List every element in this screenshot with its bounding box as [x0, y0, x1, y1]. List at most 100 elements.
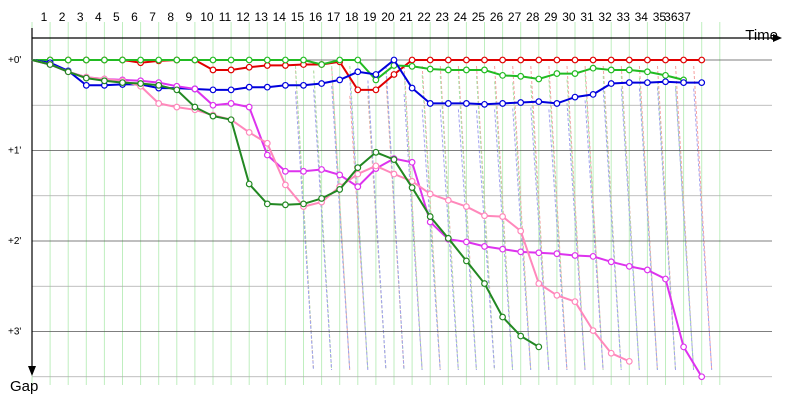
data-point [571, 70, 579, 77]
pit-line [421, 109, 441, 371]
data-point [625, 56, 633, 64]
pit-line [349, 77, 369, 371]
data-point [282, 62, 289, 69]
series-group [31, 56, 706, 381]
data-point [662, 78, 669, 86]
data-point [372, 162, 380, 170]
horizontal-gridlines [32, 59, 772, 378]
x-tick-label: 34 [635, 10, 649, 24]
x-tick-label: 11 [219, 10, 232, 24]
data-point [644, 266, 651, 274]
data-point [191, 85, 199, 93]
x-tick-label: 25 [472, 10, 486, 24]
x-tick-label: 20 [381, 10, 395, 24]
pit-line [295, 65, 314, 371]
data-point [191, 56, 199, 64]
data-point [155, 56, 163, 64]
pit-line [548, 65, 568, 371]
data-point [408, 62, 416, 70]
data-point [517, 332, 525, 340]
y-tick-label: +1' [8, 146, 21, 157]
data-point [607, 56, 615, 64]
data-point [245, 56, 253, 64]
data-point [426, 100, 434, 107]
data-point [245, 103, 253, 111]
data-point [481, 212, 488, 220]
data-point [300, 167, 307, 175]
pit-line [548, 109, 568, 371]
data-point [100, 77, 108, 85]
data-point [517, 72, 525, 80]
data-point [372, 71, 380, 78]
series-line [32, 59, 702, 91]
data-point [354, 56, 362, 64]
data-point [263, 200, 271, 208]
pit-line [566, 103, 586, 371]
data-point [336, 186, 344, 193]
x-tick-label: 1 [41, 10, 48, 24]
data-point [662, 56, 669, 64]
data-point [263, 139, 271, 147]
data-point [444, 100, 452, 107]
data-point [644, 79, 651, 87]
data-point [372, 76, 380, 84]
data-point [408, 56, 416, 64]
data-point [390, 156, 398, 163]
data-point [173, 86, 181, 94]
data-point [245, 83, 253, 91]
data-point [499, 213, 507, 220]
data-point [263, 62, 271, 69]
pit-line [657, 87, 676, 371]
data-point [444, 56, 452, 64]
x-tick-label: 13 [255, 10, 269, 24]
x-tick-label: 21 [399, 10, 413, 24]
x-tick-label: 35 [653, 10, 667, 24]
data-point [463, 257, 470, 265]
data-point [589, 252, 597, 260]
data-point [499, 56, 507, 64]
data-point [245, 180, 253, 188]
data-point [535, 98, 543, 106]
data-point [589, 327, 597, 334]
data-point [589, 56, 597, 64]
data-point [535, 280, 543, 287]
x-tick-label: 16 [309, 10, 323, 24]
pit-line [620, 88, 640, 371]
data-point [517, 99, 525, 106]
x-tick-label: 22 [417, 10, 431, 24]
data-point [372, 148, 380, 156]
data-point [644, 56, 651, 64]
x-tick-label: 32 [598, 10, 612, 24]
data-point [209, 86, 217, 94]
data-point [354, 68, 362, 76]
series-1 [32, 56, 687, 84]
y-tick-label: +0' [8, 55, 21, 66]
data-point [444, 234, 452, 242]
pit-line [331, 85, 351, 371]
data-point [553, 250, 561, 258]
data-point [571, 56, 579, 64]
pit-line [349, 95, 369, 371]
data-point [463, 203, 470, 211]
data-point [227, 86, 235, 94]
data-point [517, 248, 525, 256]
data-point [82, 56, 90, 64]
data-point [227, 116, 235, 124]
data-point [499, 100, 507, 107]
x-tick-label: 3637 [664, 10, 691, 24]
data-point [173, 56, 181, 64]
axes [28, 28, 782, 376]
data-point [625, 262, 633, 270]
data-point [463, 66, 470, 74]
data-point [209, 66, 217, 74]
data-point [698, 56, 706, 64]
x-tick-label: 9 [185, 10, 192, 24]
x-tick-label: 14 [273, 10, 287, 24]
data-point [571, 252, 579, 259]
data-point [82, 74, 90, 82]
data-point [408, 158, 416, 166]
data-point [155, 81, 163, 89]
pit-line [331, 65, 351, 371]
data-point [535, 56, 543, 64]
